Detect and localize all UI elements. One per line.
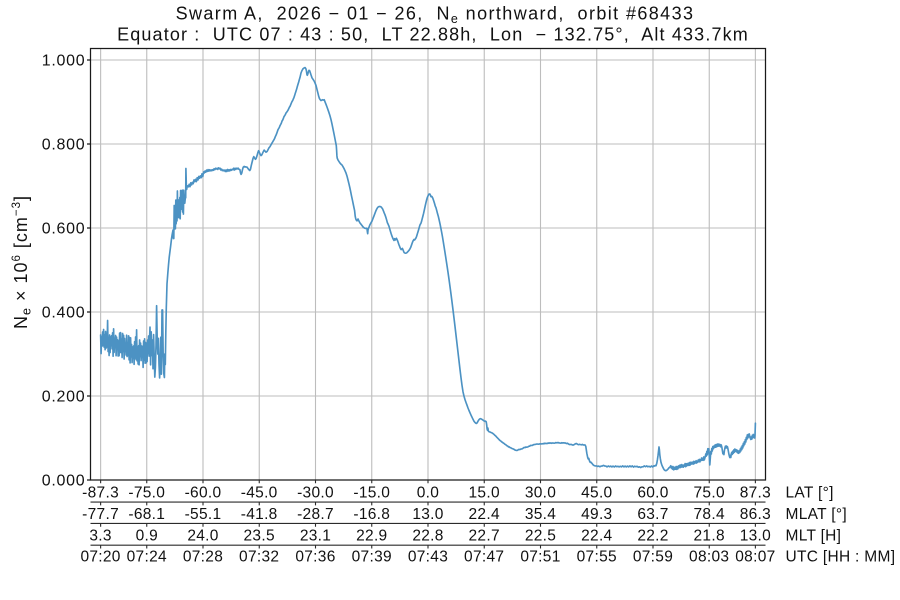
svg-text:78.4: 78.4 [694,506,725,523]
svg-text:08:03: 08:03 [689,549,729,566]
svg-text:13.0: 13.0 [412,506,443,523]
svg-text:Ne × 106 [cm−3]: Ne × 106 [cm−3] [11,195,34,329]
svg-text:-30.0: -30.0 [297,484,334,501]
svg-text:08:07: 08:07 [735,549,775,566]
svg-text:-68.1: -68.1 [128,506,165,523]
svg-text:-16.8: -16.8 [353,506,390,523]
svg-text:07:51: 07:51 [520,549,560,566]
svg-text:-15.0: -15.0 [353,484,390,501]
svg-text:22.4: 22.4 [581,528,612,545]
svg-text:07:24: 07:24 [127,549,167,566]
svg-text:30.0: 30.0 [525,484,556,501]
svg-text:22.8: 22.8 [412,528,443,545]
svg-text:49.3: 49.3 [581,506,612,523]
svg-text:-45.0: -45.0 [241,484,278,501]
svg-text:-41.8: -41.8 [241,506,278,523]
svg-text:-55.1: -55.1 [185,506,222,523]
svg-text:1.000: 1.000 [42,53,86,70]
svg-text:22.5: 22.5 [525,528,556,545]
svg-text:0.400: 0.400 [42,305,86,322]
svg-text:0.600: 0.600 [42,221,86,238]
svg-text:0.800: 0.800 [42,137,86,154]
svg-text:07:39: 07:39 [352,549,392,566]
svg-text:MLAT [°]: MLAT [°] [786,506,847,523]
svg-text:23.5: 23.5 [244,528,275,545]
svg-text:0.000: 0.000 [42,473,86,490]
svg-text:0.0: 0.0 [417,484,440,501]
svg-text:21.8: 21.8 [694,528,725,545]
svg-text:86.3: 86.3 [740,506,771,523]
svg-text:87.3: 87.3 [740,484,771,501]
svg-text:07:36: 07:36 [295,549,335,566]
svg-text:-87.3: -87.3 [82,484,119,501]
svg-text:07:32: 07:32 [239,549,279,566]
svg-text:Equator : UTC 07 : 43 : 50,: Equator : UTC 07 : 43 : 50, LT 22.88h, L… [117,25,749,45]
svg-text:07:43: 07:43 [408,549,448,566]
svg-text:35.4: 35.4 [525,506,556,523]
svg-text:MLT [H]: MLT [H] [786,528,842,545]
svg-text:22.2: 22.2 [637,528,668,545]
svg-text:22.9: 22.9 [356,528,387,545]
svg-text:23.1: 23.1 [300,528,331,545]
svg-text:-77.7: -77.7 [82,506,119,523]
svg-text:07:47: 07:47 [464,549,504,566]
svg-text:13.0: 13.0 [740,528,771,545]
svg-text:24.0: 24.0 [187,528,218,545]
svg-text:07:20: 07:20 [80,549,120,566]
svg-text:60.0: 60.0 [637,484,668,501]
svg-text:3.3: 3.3 [89,528,111,545]
svg-text:75.0: 75.0 [694,484,725,501]
svg-text:15.0: 15.0 [469,484,500,501]
svg-text:-75.0: -75.0 [128,484,165,501]
svg-text:07:28: 07:28 [183,549,223,566]
svg-text:45.0: 45.0 [581,484,612,501]
svg-text:0.200: 0.200 [42,389,86,406]
svg-text:07:59: 07:59 [633,549,673,566]
svg-text:0.9: 0.9 [136,528,158,545]
svg-text:LAT [°]: LAT [°] [786,484,834,501]
svg-text:-28.7: -28.7 [297,506,334,523]
svg-text:07:55: 07:55 [577,549,617,566]
svg-text:UTC [HH : MM]: UTC [HH : MM] [786,549,896,566]
svg-text:-60.0: -60.0 [185,484,222,501]
svg-text:22.4: 22.4 [469,506,500,523]
svg-text:22.7: 22.7 [469,528,500,545]
svg-text:63.7: 63.7 [637,506,668,523]
svg-text:Swarm A, 2026 − 01 − 26, Ne: Swarm A, 2026 − 01 − 26, Ne northward, o… [176,4,695,27]
